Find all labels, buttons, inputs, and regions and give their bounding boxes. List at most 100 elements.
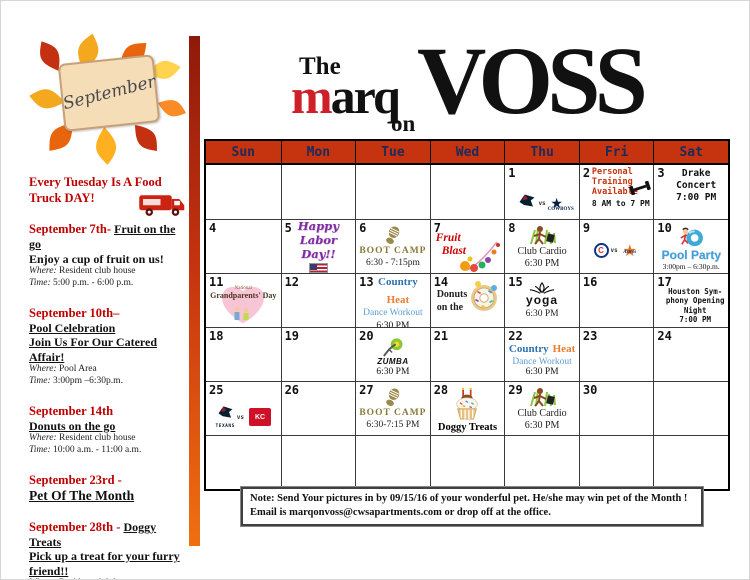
logo-word-marq: marq — [291, 68, 401, 124]
labor-day-line1: Happy Labor — [297, 219, 339, 247]
day-cell-7: 7 Fruit Blast — [429, 219, 505, 273]
empty-cell — [578, 435, 654, 489]
event-date: September 28th - — [29, 520, 121, 535]
autumn-leaf-icon — [40, 41, 60, 71]
day-cell-13: 13 Country Heat Dance Workout 6:30 PM — [355, 273, 430, 327]
september-leaves-badge: September — [29, 33, 187, 165]
drake-concert-line2: Concert — [676, 179, 717, 191]
club-cardio-title: Club Cardio — [517, 246, 567, 257]
event-time: 3:00pm –6:30p.m. — [53, 375, 123, 386]
day-cell-26: 26 — [280, 381, 356, 435]
day-cell-16: 16 — [578, 273, 654, 327]
month-name: September — [60, 71, 158, 115]
empty-cell — [206, 165, 281, 219]
empty-cell — [429, 165, 505, 219]
event-subtitle: Join Us For Our Catered Affair! — [29, 335, 157, 364]
logo-word-on: on — [391, 111, 416, 136]
event-date: September 14th — [29, 403, 114, 418]
day-cell-20: 20 ZUMBA 6:30 PM — [355, 327, 430, 381]
weekday-mon: Mon — [280, 141, 356, 163]
logo-word-voss: VOSS — [417, 27, 648, 134]
event-where: Resident club house — [58, 266, 136, 277]
day-cell-2: 2 Personal Training Available 8 AM to 7 … — [578, 165, 654, 219]
pool-float-swimmer-icon — [680, 227, 704, 247]
weekday-header-row: Sun Mon Tue Wed Thu Fri Sat — [206, 141, 728, 165]
day-cell-15: 15 yoga 6:30 PM — [504, 273, 579, 327]
fruit-blast-line1: Fruit — [435, 232, 461, 244]
empty-cell — [355, 165, 430, 219]
weekday-thu: Thu — [504, 141, 579, 163]
logo-word-the: The — [299, 53, 341, 80]
donuts-line2: on the — [436, 302, 464, 313]
empty-cell — [280, 165, 356, 219]
empty-cell — [653, 381, 728, 435]
cowboys-logo-icon: ★ COWBOYS — [547, 197, 574, 213]
day-cell-24: 24 — [653, 327, 728, 381]
astros-logo-icon: ★ Astros — [622, 242, 637, 260]
day-cell-4: 4 — [206, 219, 281, 273]
event-date: September 7th- — [29, 222, 112, 237]
boot-camp-title: BOOT CAMP — [359, 245, 427, 256]
day-cell-18: 18 — [206, 327, 281, 381]
symphony-line3: Night — [683, 305, 707, 315]
vertical-accent-bar — [189, 36, 200, 546]
day-cell-25: 25 TEXANS vs KC — [206, 381, 281, 435]
empty-cell — [280, 435, 356, 489]
day-cell-27: 27 BOOT CAMP 6:30-7:15 PM — [355, 381, 430, 435]
event-title: Donuts on the go — [29, 418, 116, 433]
event-title: Pet Of The Month — [29, 487, 135, 503]
chiefs-logo-icon: KC — [249, 408, 272, 426]
event-date: September 10th– — [29, 305, 120, 320]
food-truck-announcement: Every Tuesday Is A Food Truck DAY! — [29, 175, 187, 216]
fruit-blast-line2: Blast — [441, 245, 466, 258]
marq-on-voss-logo: The marq on VOSS — [289, 33, 659, 141]
yoga-time: 6:30 PM — [525, 308, 559, 319]
day-cell-12: 12 — [280, 273, 356, 327]
event-where: Pool Area — [58, 363, 97, 374]
donuts-line1: Donuts — [436, 289, 468, 300]
dance-workout-label: Dance Workout — [512, 356, 572, 367]
pool-party-time: 3:00pm – 6:30p.m. — [662, 262, 720, 271]
day-cell-11: 11 National Grandparents' Day — [206, 273, 281, 327]
boot-camp-time: 6:30-7:15 PM — [366, 419, 420, 430]
club-cardio-time: 6:30 PM — [524, 420, 560, 431]
us-flag-icon — [308, 263, 328, 273]
empty-cell — [355, 435, 430, 489]
weekday-tue: Tue — [355, 141, 430, 163]
symphony-line1: Houston Sym- — [668, 287, 723, 296]
texans-logo-icon — [518, 193, 536, 213]
donut-icon — [471, 281, 498, 311]
autumn-leaf-icon — [147, 60, 181, 79]
event-desc: Pick up a treat for your furry friend!! — [29, 549, 180, 578]
sidebar-event-sept10: September 10th– Pool Celebration Join Us… — [29, 306, 187, 388]
day-cell-19: 19 — [280, 327, 356, 381]
personal-training-time: 8 AM to 7 PM — [591, 198, 650, 208]
calendar-grid: 1 vs ★ COWBOYS 2 — [206, 165, 728, 489]
empty-cell — [504, 435, 579, 489]
grandparents-day-label: Grandparents' Day — [210, 290, 277, 300]
day-cell-29: 29 Club Cardio 6:30 PM — [504, 381, 579, 435]
pool-party-title: Pool Party — [661, 248, 721, 262]
day-cell-9: 9 C vs ★ Astros — [578, 219, 654, 273]
boot-camp-title: BOOT CAMP — [359, 407, 427, 418]
sidebar-event-sept23: September 23rd - Pet Of The Month — [29, 473, 187, 504]
cardio-dancer-icon — [530, 226, 557, 245]
grandparents-day-heart-icon: National Grandparents' Day — [210, 282, 276, 326]
autumn-leaf-icon — [157, 100, 187, 117]
dance-workout-label: Dance Workout — [363, 308, 423, 318]
zumba-logo-icon — [383, 337, 403, 357]
texans-logo-icon: TEXANS — [216, 405, 235, 429]
day-cell-14: 14 Donuts on the — [429, 273, 505, 327]
day-cell-30: 30 — [578, 381, 654, 435]
dumbbell-icon — [629, 181, 652, 195]
sidebar-event-sept14: September 14th Donuts on the go Where: R… — [29, 404, 187, 457]
doggy-treats-title: Doggy Treats — [437, 422, 498, 433]
fruit-splash-icon — [460, 241, 501, 272]
day-cell-17: 17 Houston Sym- phony Opening Night 7:00… — [653, 273, 728, 327]
country-heat-title: Country — [508, 342, 549, 355]
grandparents-couple-icon — [234, 306, 249, 320]
boot-print-icon — [386, 387, 400, 406]
autumn-leaf-icon — [29, 89, 65, 109]
event-where: Resident club house — [58, 433, 136, 444]
symphony-line2: phony Opening — [665, 296, 725, 306]
